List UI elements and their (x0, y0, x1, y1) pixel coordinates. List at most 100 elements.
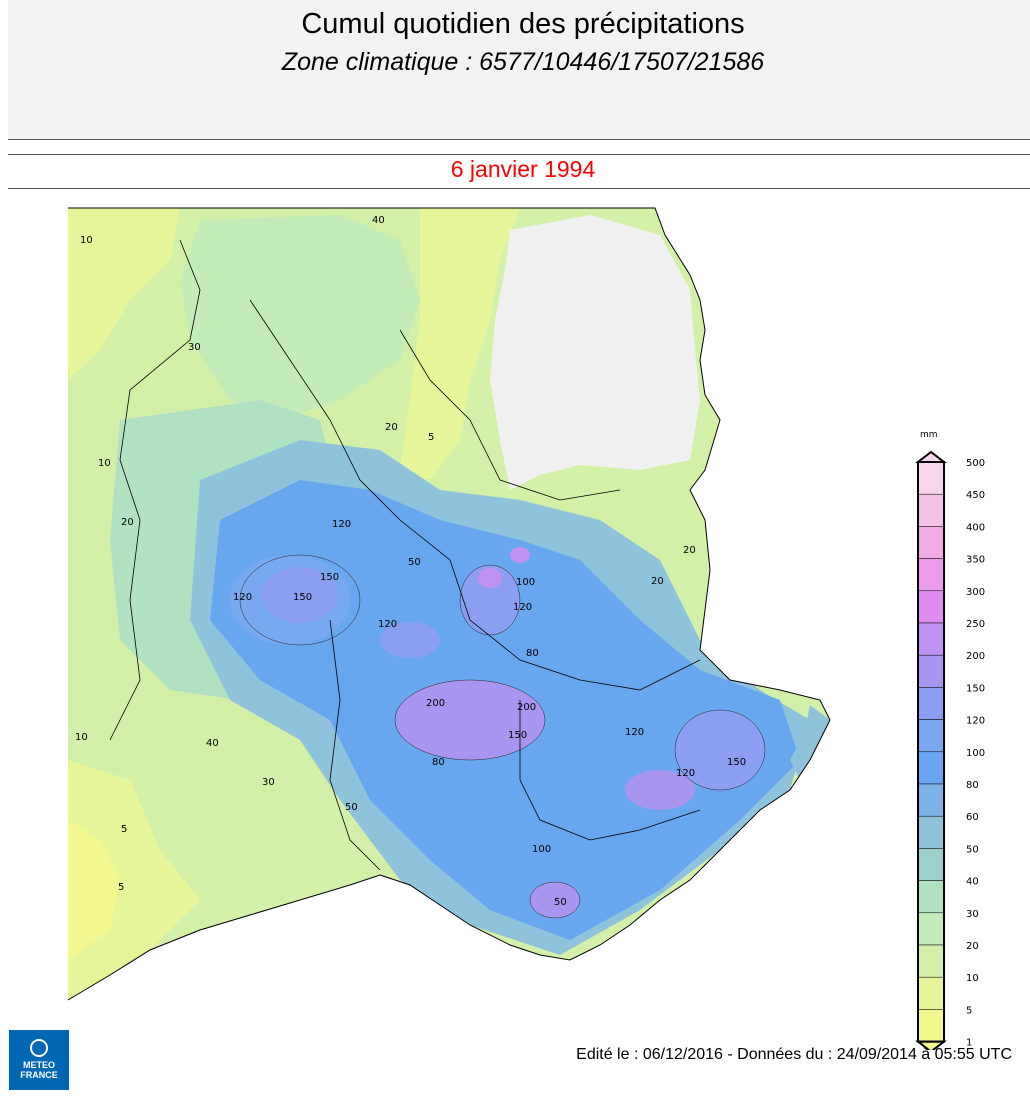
legend-label: 80 (966, 780, 979, 791)
legend-swatch (917, 493, 945, 527)
legend-swatch (917, 558, 945, 592)
legend-swatch (917, 751, 945, 785)
zone-north-30 (180, 215, 420, 420)
contour-label: 150 (727, 757, 746, 768)
legend-swatch (917, 912, 945, 946)
contour-label: 10 (98, 458, 111, 469)
contour-label: 5 (428, 432, 434, 443)
date-label: 6 janvier 1994 (450, 156, 596, 182)
contour-label: 20 (385, 422, 398, 433)
contour-label: 30 (262, 777, 275, 788)
contour-label: 10 (80, 235, 93, 246)
dept-border (109, 239, 201, 741)
color-legend: 5004504003503002502001501201008060504030… (915, 450, 985, 1050)
page-subtitle: Zone climatique : 6577/10446/17507/21586 (281, 48, 765, 76)
contour-label: 120 (332, 519, 351, 530)
legend-swatch (917, 590, 945, 624)
contour-label: 80 (432, 757, 445, 768)
contour-label: 120 (676, 768, 695, 779)
contour-line (674, 709, 766, 791)
legend-label: 60 (966, 812, 979, 823)
contour-label: 150 (320, 572, 339, 583)
coastline (67, 207, 831, 1001)
contour-label: 80 (526, 648, 539, 659)
contour-label: 120 (233, 592, 252, 603)
dept-border (399, 329, 621, 501)
logo-mark-icon (30, 1039, 48, 1057)
legend-label: 100 (966, 748, 985, 759)
dept-border (249, 299, 701, 691)
contour-label: 10 (75, 732, 88, 743)
legend-label: 400 (966, 522, 985, 533)
contour-label: 120 (625, 727, 644, 738)
legend-label: 350 (966, 555, 985, 566)
contour-label: 5 (118, 882, 124, 893)
legend-swatch (917, 622, 945, 656)
contour-label: 20 (651, 576, 664, 587)
legend-swatch (917, 783, 945, 817)
legend-swatch (917, 944, 945, 978)
legend-label: 500 (966, 458, 985, 469)
contour-label: 100 (532, 844, 551, 855)
contour-label: 150 (293, 592, 312, 603)
legend-swatch (917, 461, 945, 495)
zone-sw-min (68, 820, 120, 960)
legend-label: 200 (966, 651, 985, 662)
divider-top (8, 154, 1030, 155)
legend-swatch (917, 880, 945, 914)
contour-label: 50 (554, 897, 567, 908)
legend-unit: mm (920, 430, 938, 440)
zone-west-150 (262, 567, 338, 623)
legend-label: 40 (966, 877, 979, 888)
legend-swatch (917, 1009, 945, 1042)
zone-nw-low (68, 208, 180, 380)
contour-label: 200 (517, 702, 536, 713)
legend-label: 50 (966, 844, 979, 855)
legend-label: 10 (966, 973, 979, 984)
dept-border (519, 700, 701, 841)
legend-label: 120 (966, 716, 985, 727)
contour-label: 30 (188, 342, 201, 353)
contour-line (394, 679, 546, 761)
divider-bottom (8, 188, 1030, 189)
zone-no-data (490, 215, 700, 490)
dept-border (329, 619, 381, 871)
legend-swatch (917, 687, 945, 720)
legend-top-arrow (915, 450, 947, 463)
contour-label: 100 (516, 577, 535, 588)
legend-label: 150 (966, 683, 985, 694)
contour-label: 50 (408, 557, 421, 568)
zone-center-200 (395, 680, 545, 760)
zone-coast-east (790, 705, 830, 780)
legend-label: 20 (966, 941, 979, 952)
page-title: Cumul quotidien des précipitations (301, 8, 745, 40)
zone-sw-low (68, 760, 200, 1000)
legend-label: 1 (966, 1038, 972, 1049)
contour-label: 50 (345, 802, 358, 813)
zone-east-150 (675, 710, 765, 790)
legend-swatch (917, 654, 945, 688)
legend-label: 450 (966, 490, 985, 501)
zone-peak-north (478, 568, 502, 588)
zone-peak-north2 (510, 547, 530, 563)
legend-frame (917, 461, 945, 1043)
contour-label: 150 (508, 730, 527, 741)
legend-label: 300 (966, 587, 985, 598)
legend-label: 5 (966, 1005, 972, 1016)
contour-label: 120 (513, 602, 532, 613)
meteo-france-logo: METEO FRANCE (9, 1030, 69, 1090)
legend-swatch (917, 976, 945, 1010)
zone-south-200 (530, 882, 580, 918)
legend-swatch (917, 815, 945, 849)
legend-swatch (917, 719, 945, 753)
contour-label: 5 (121, 824, 127, 835)
contour-line (529, 881, 581, 919)
contour-label: 120 (378, 619, 397, 630)
contour-label: 20 (121, 517, 134, 528)
footer-credit: Edité le : 06/12/2016 - Données du : 24/… (576, 1046, 1012, 1063)
contour-label: 20 (683, 545, 696, 556)
zone-east-200 (625, 770, 695, 810)
contour-line (239, 554, 361, 646)
zone-north-150 (460, 565, 520, 635)
